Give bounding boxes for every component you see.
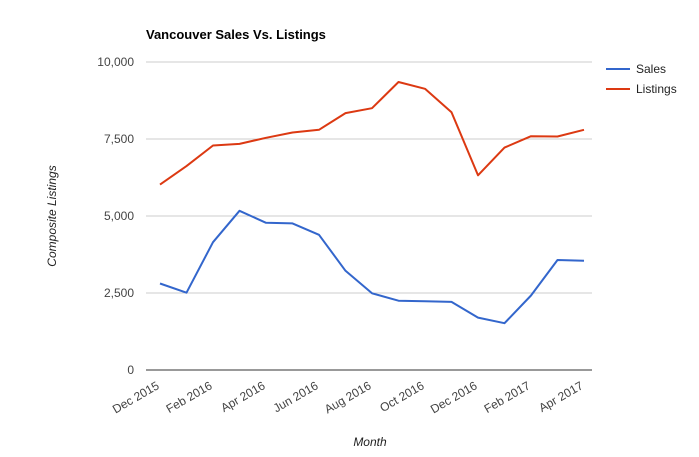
data-point-sales[interactable] — [317, 233, 321, 237]
data-point-listings[interactable] — [556, 135, 560, 139]
data-point-listings[interactable] — [238, 142, 242, 146]
x-tick-label: Oct 2016 — [377, 378, 426, 415]
legend: Sales Listings — [606, 62, 677, 96]
chart-title: Vancouver Sales Vs. Listings — [146, 27, 326, 42]
y-tick-label: 7,500 — [104, 132, 134, 146]
data-point-listings[interactable] — [397, 80, 401, 84]
x-tick-label: Dec 2015 — [110, 378, 162, 416]
data-point-listings[interactable] — [344, 111, 348, 115]
grid-lines — [146, 61, 592, 371]
x-tick-label: Feb 2017 — [482, 378, 533, 416]
x-tick-label: Aug 2016 — [322, 378, 374, 416]
data-point-sales[interactable] — [264, 221, 268, 225]
data-point-sales[interactable] — [291, 221, 295, 225]
y-tick-label: 0 — [127, 363, 134, 377]
x-tick-label: Feb 2016 — [164, 378, 215, 416]
data-point-sales[interactable] — [556, 258, 560, 262]
y-axis-title: Composite Listings — [45, 165, 59, 266]
y-axis-ticks: 0 2,500 5,000 7,500 10,000 — [97, 55, 134, 377]
x-axis-title: Month — [353, 435, 387, 449]
data-point-sales[interactable] — [529, 293, 533, 297]
data-point-listings[interactable] — [291, 131, 295, 135]
data-point-listings[interactable] — [158, 183, 162, 187]
data-point-listings[interactable] — [264, 136, 268, 140]
data-point-listings[interactable] — [370, 106, 374, 110]
y-tick-label: 2,500 — [104, 286, 134, 300]
data-point-sales[interactable] — [397, 299, 401, 303]
data-point-sales[interactable] — [423, 299, 427, 303]
data-point-sales[interactable] — [582, 259, 586, 263]
x-tick-label: Dec 2016 — [428, 378, 480, 416]
data-point-sales[interactable] — [476, 316, 480, 320]
y-tick-label: 5,000 — [104, 209, 134, 223]
series-lines — [158, 80, 586, 325]
data-point-sales[interactable] — [185, 291, 189, 295]
legend-label-listings[interactable]: Listings — [636, 82, 677, 96]
data-point-listings[interactable] — [423, 87, 427, 91]
data-point-sales[interactable] — [211, 240, 215, 244]
data-point-sales[interactable] — [450, 300, 454, 304]
data-point-listings[interactable] — [185, 164, 189, 168]
data-point-listings[interactable] — [476, 173, 480, 177]
x-tick-label: Apr 2016 — [218, 378, 267, 415]
data-point-listings[interactable] — [503, 146, 507, 150]
legend-label-sales[interactable]: Sales — [636, 62, 666, 76]
data-point-sales[interactable] — [344, 269, 348, 273]
x-axis-ticks: Dec 2015 Feb 2016 Apr 2016 Jun 2016 Aug 2016… — [110, 378, 586, 416]
x-tick-label: Jun 2016 — [271, 378, 321, 415]
data-point-listings[interactable] — [529, 134, 533, 138]
data-point-listings[interactable] — [450, 110, 454, 114]
data-point-sales[interactable] — [238, 209, 242, 213]
y-tick-label: 10,000 — [97, 55, 134, 69]
series-line-listings[interactable] — [159, 81, 585, 186]
data-point-sales[interactable] — [503, 321, 507, 325]
x-tick-label: Apr 2017 — [536, 378, 585, 415]
series-line-sales[interactable] — [159, 209, 585, 325]
data-point-listings[interactable] — [317, 128, 321, 132]
data-point-listings[interactable] — [582, 128, 586, 132]
data-point-sales[interactable] — [370, 291, 374, 295]
data-point-listings[interactable] — [211, 143, 215, 147]
data-point-sales[interactable] — [158, 281, 162, 285]
